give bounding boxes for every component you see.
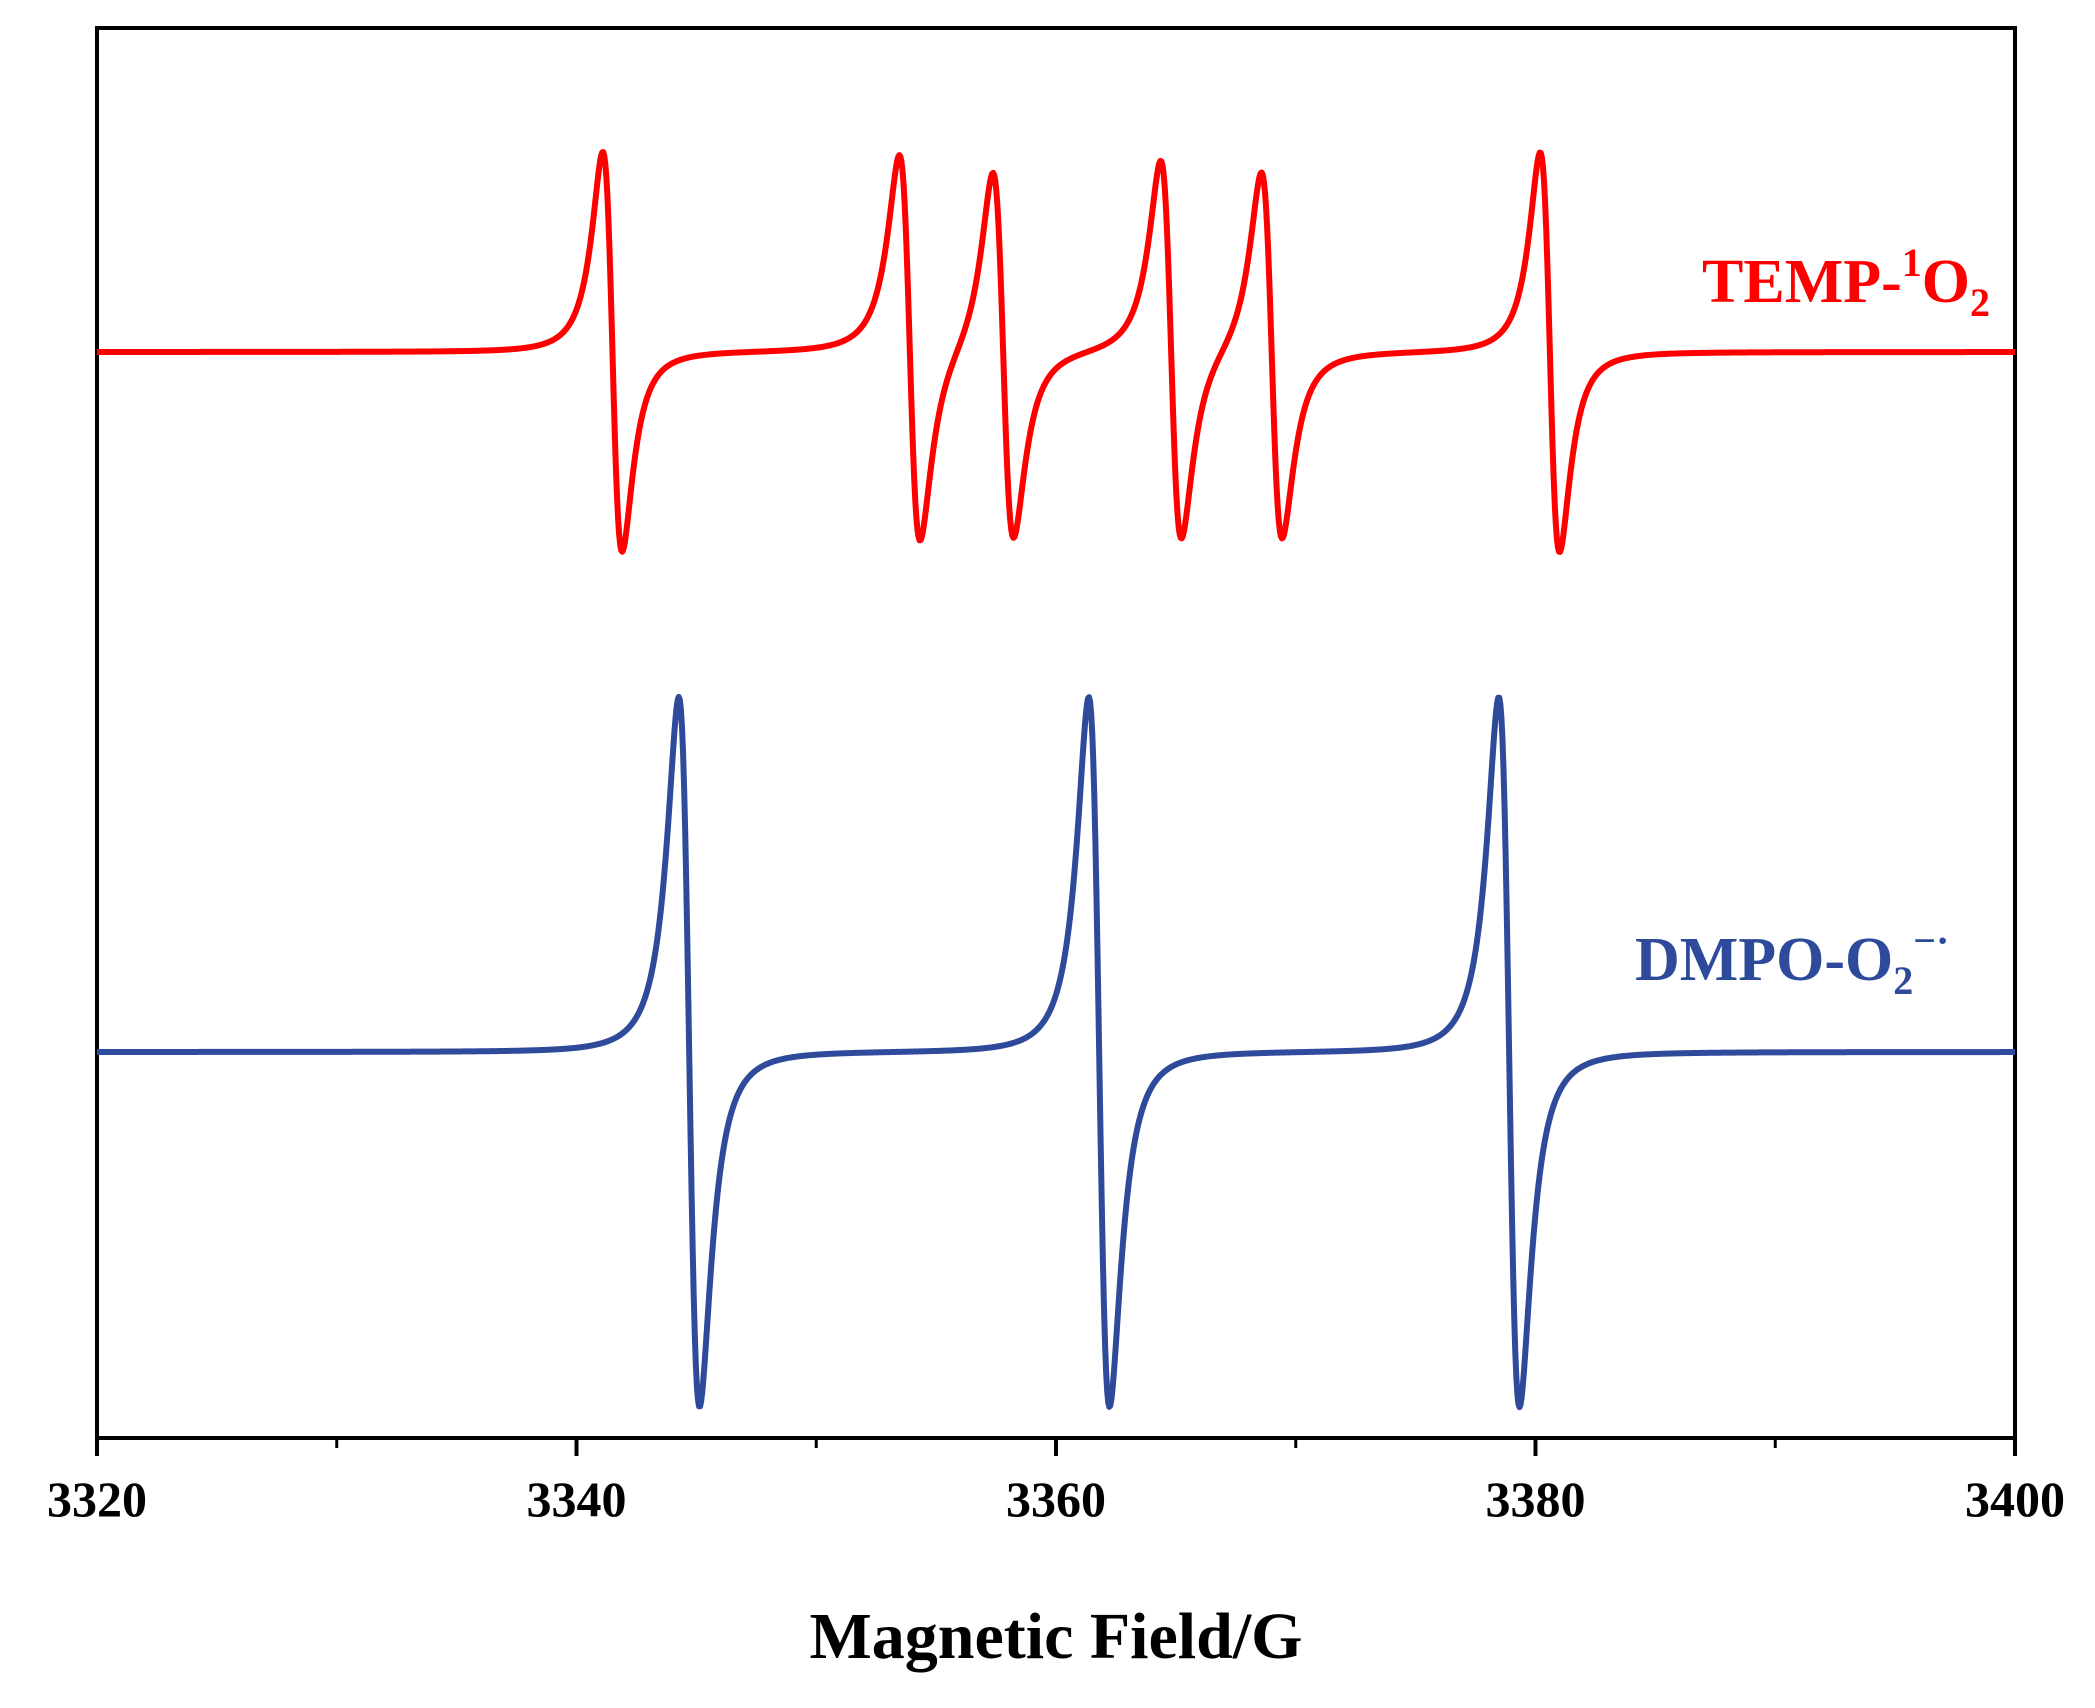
- x-tick-label: 3400: [1965, 1471, 2065, 1527]
- x-axis-ticks: [95, 1438, 2017, 1456]
- plot-frame: [95, 26, 2017, 1440]
- series-line-temp-1o2: [95, 149, 2017, 555]
- x-tick-label: 3360: [1006, 1471, 1106, 1527]
- series-label-temp-1o2: TEMP-1O2: [1702, 240, 1990, 325]
- series-line-dmpo-o2: [95, 693, 2017, 1411]
- x-tick-label: 3380: [1486, 1471, 1586, 1527]
- x-tick-label: 3320: [47, 1471, 147, 1527]
- x-axis-tick-labels: 3320 3340 3360 3380 3400: [47, 1471, 2065, 1527]
- x-axis-title: Magnetic Field/G: [809, 1600, 1302, 1673]
- series-label-dmpo-o2: DMPO-O2−·: [1635, 918, 1949, 1003]
- x-tick-label: 3340: [527, 1471, 627, 1527]
